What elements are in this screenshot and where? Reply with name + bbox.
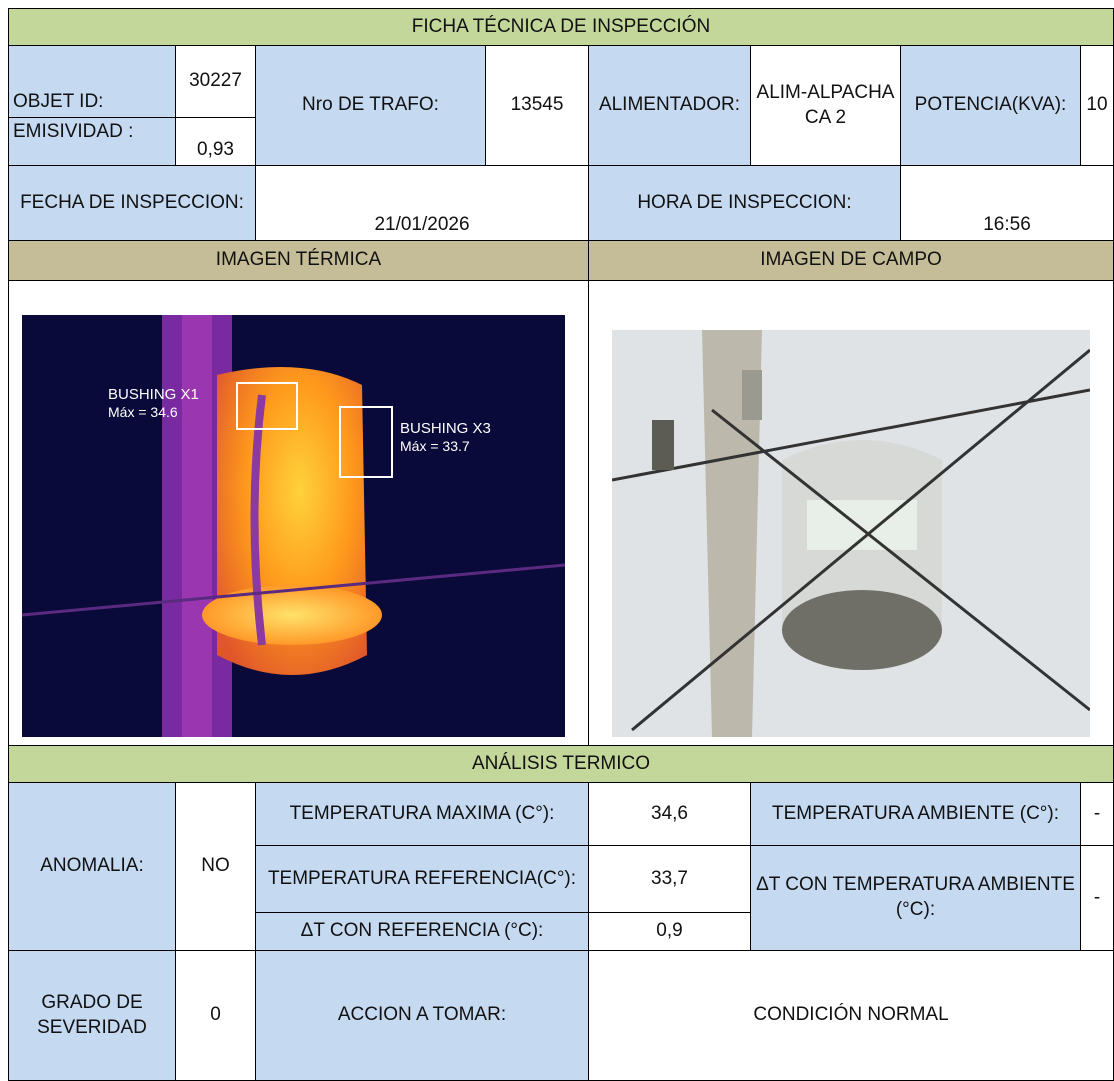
- label: ALIMENTADOR:: [588, 45, 751, 166]
- value: CONDICIÓN NORMAL: [588, 950, 1114, 1081]
- label: POTENCIA(KVA):: [900, 45, 1081, 166]
- value: 33,7: [588, 845, 751, 913]
- label: TEMPERATURA REFERENCIA(C°):: [255, 845, 589, 913]
- sheet-title: FICHA TÉCNICA DE INSPECCIÓN: [8, 8, 1114, 46]
- label: ACCION A TOMAR:: [255, 950, 589, 1081]
- value: 21/01/2026: [255, 165, 589, 241]
- value: -: [1080, 845, 1114, 951]
- annotation: Máx = 34.6: [108, 404, 178, 420]
- label: HORA DE INSPECCION:: [588, 165, 901, 241]
- annotation: BUSHING X1: [108, 386, 199, 403]
- value: 0,93: [175, 117, 256, 166]
- value: 16:56: [900, 165, 1114, 241]
- value: NO: [175, 782, 256, 951]
- annotation: BUSHING X3: [400, 420, 491, 437]
- label: OBJET ID:: [8, 45, 176, 118]
- section-header: IMAGEN TÉRMICA: [8, 240, 589, 281]
- label: FECHA DE INSPECCION:: [8, 165, 256, 241]
- label: Nro DE TRAFO:: [255, 45, 486, 166]
- label: GRADO DE SEVERIDAD: [8, 950, 176, 1081]
- label: ΔT CON TEMPERATURA AMBIENTE (°C):: [750, 845, 1081, 951]
- thermal-image: BUSHING X1 Máx = 34.6 BUSHING X3 Máx = 3…: [22, 315, 565, 737]
- value: -: [1080, 782, 1114, 846]
- value: 34,6: [588, 782, 751, 846]
- value: 30227: [175, 45, 256, 118]
- label: ΔT CON REFERENCIA (°C):: [255, 912, 589, 951]
- section-header: ANÁLISIS TERMICO: [8, 745, 1114, 783]
- section-header: IMAGEN DE CAMPO: [588, 240, 1114, 281]
- label: TEMPERATURA MAXIMA (C°):: [255, 782, 589, 846]
- label: TEMPERATURA AMBIENTE (C°):: [750, 782, 1081, 846]
- value: 0,9: [588, 912, 751, 951]
- field-image: [612, 330, 1090, 737]
- value: 13545: [485, 45, 589, 166]
- label: EMISIVIDAD :: [8, 117, 176, 166]
- annotation: Máx = 33.7: [400, 438, 470, 454]
- value: 10: [1080, 45, 1114, 166]
- value: ALIM-ALPACHACA 2: [750, 45, 901, 166]
- label: ANOMALIA:: [8, 782, 176, 951]
- value: 0: [175, 950, 256, 1081]
